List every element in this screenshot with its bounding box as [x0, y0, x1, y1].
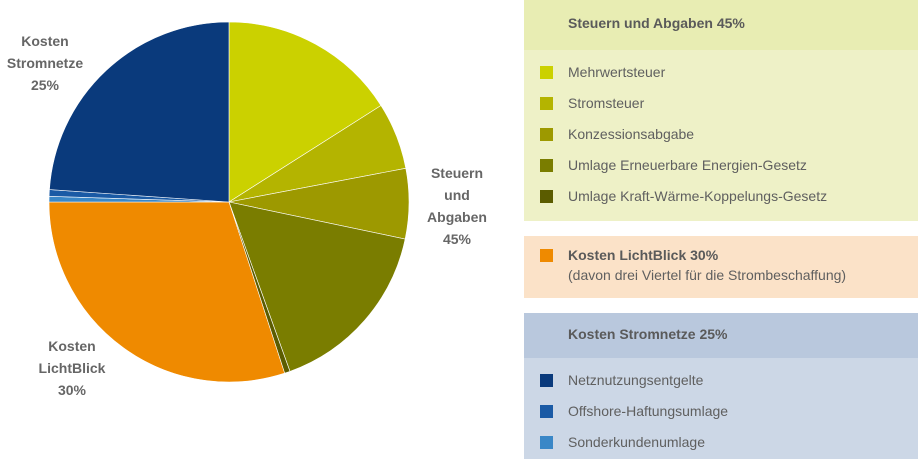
legend-item-lichtblick: Kosten LichtBlick 30%: [524, 236, 918, 263]
legend-item-label: Stromsteuer: [568, 95, 645, 111]
legend-item-offshore-haftungsumlage: Offshore-Haftungsumlage: [524, 396, 918, 427]
legend-item-konzessionsabgabe: Konzessionsabgabe: [524, 119, 918, 150]
legend-note-text: (davon drei Viertel für die Strombeschaf…: [568, 267, 847, 283]
pie-label-tax: Steuern und Abgaben 45%: [427, 165, 487, 247]
legend-swatch: [540, 374, 553, 387]
legend-item-label: Konzessionsabgabe: [568, 126, 695, 142]
legend-item-label: Netznutzungsentgelte: [568, 372, 704, 388]
legend-item-label: Umlage Kraft-Wärme-Koppelungs-Gesetz: [568, 188, 828, 204]
legend-note-lichtblick: (davon drei Viertel für die Strombeschaf…: [524, 263, 918, 287]
legend-swatch: [540, 66, 553, 79]
legend-swatch: [540, 128, 553, 141]
legend-panel-grid: Kosten Stromnetze 25% Netznutzungsentgel…: [524, 313, 918, 459]
legend-item-stromsteuer: Stromsteuer: [524, 88, 918, 119]
legend-panel-lichtblick: Kosten LichtBlick 30% (davon drei Vierte…: [524, 236, 918, 298]
legend-swatch: [540, 159, 553, 172]
legend-item-label: Mehrwertsteuer: [568, 64, 666, 80]
legend-swatch: [540, 405, 553, 418]
pie-label-lichtblick: Kosten LichtBlick 30%: [38, 338, 106, 398]
legend-item-netznutzungsentgelte: Netznutzungsentgelte: [524, 365, 918, 396]
pie-slice-lb-5: [48, 201, 286, 383]
legend-item-label: Umlage Erneuerbare Energien-Gesetz: [568, 157, 807, 173]
legend-header-taxes: Steuern und Abgaben 45%: [524, 0, 918, 50]
pie-slice-tax-0: [228, 21, 382, 203]
legend-item-sonderkundenumlage: Sonderkundenumlage: [524, 427, 918, 458]
pie-label-net: Kosten Stromnetze 25%: [6, 33, 84, 93]
legend-swatch: [540, 97, 553, 110]
pie-chart: [48, 21, 410, 383]
legend-swatch: [540, 436, 553, 449]
legend-panel-taxes: Steuern und Abgaben 45% Mehrwertsteuer S…: [524, 0, 918, 221]
legend-swatch: [540, 249, 553, 262]
legend-header-grid: Kosten Stromnetze 25%: [524, 313, 918, 358]
legend-item-label: Sonderkundenumlage: [568, 434, 705, 450]
pie-slice-tax-3: [228, 201, 406, 372]
legend-swatch: [540, 190, 553, 203]
pie-slice-net-8: [49, 21, 230, 203]
legend-item-kwk-umlage: Umlage Kraft-Wärme-Koppelungs-Gesetz: [524, 181, 918, 212]
legend-item-mehrwertsteuer: Mehrwertsteuer: [524, 57, 918, 88]
legend-item-eeg-umlage: Umlage Erneuerbare Energien-Gesetz: [524, 150, 918, 181]
legend-item-label: Offshore-Haftungsumlage: [568, 403, 729, 419]
legend-item-label: Kosten LichtBlick 30%: [568, 247, 719, 263]
